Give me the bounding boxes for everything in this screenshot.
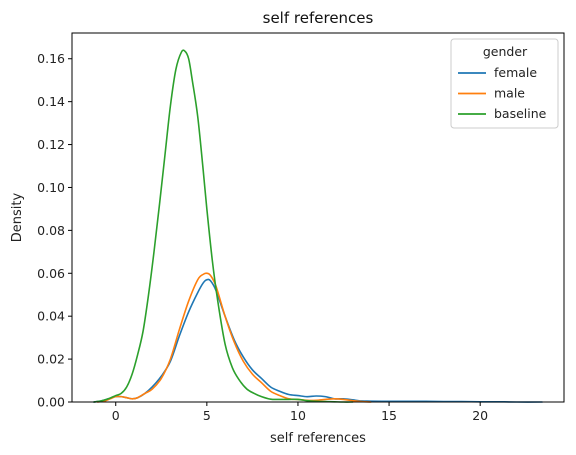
- x-axis-title: self references: [270, 431, 366, 446]
- legend-box: [450, 38, 559, 129]
- y-tick-label: 0.04: [37, 309, 65, 324]
- y-tick-label: 0.00: [37, 395, 65, 410]
- plot-area: [71, 32, 565, 403]
- y-tick-label: 0.12: [37, 137, 65, 152]
- y-tick-label: 0.08: [37, 223, 65, 238]
- chart-title: self references: [263, 9, 374, 27]
- x-tick-label: 0: [112, 408, 120, 423]
- x-tick-label: 5: [203, 408, 211, 423]
- y-tick-label: 0.14: [37, 94, 65, 109]
- y-tick-label: 0.02: [37, 352, 65, 367]
- legend: gender female male baseline: [450, 38, 559, 129]
- y-tick-label: 0.06: [37, 266, 65, 281]
- x-tick-label: 20: [472, 408, 488, 423]
- x-axis: 0 5 10 15 20: [112, 402, 488, 423]
- series-line-male: [96, 272, 372, 403]
- y-tick-label: 0.16: [37, 51, 65, 66]
- x-tick-label: 15: [381, 408, 397, 423]
- legend-label-female: female: [494, 65, 537, 80]
- series-line-baseline: [93, 49, 354, 403]
- legend-label-baseline: baseline: [494, 106, 547, 121]
- plot-frame: [71, 32, 565, 403]
- legend-title: gender: [483, 44, 528, 59]
- x-tick-label: 10: [290, 408, 306, 423]
- y-tick-label: 0.10: [37, 180, 65, 195]
- y-axis-title: Density: [10, 192, 25, 242]
- y-axis: 0.00 0.02 0.04 0.06 0.08 0.10 0.12 0.14 0.16: [37, 51, 72, 410]
- legend-label-male: male: [494, 86, 525, 101]
- series-layer: [93, 49, 543, 403]
